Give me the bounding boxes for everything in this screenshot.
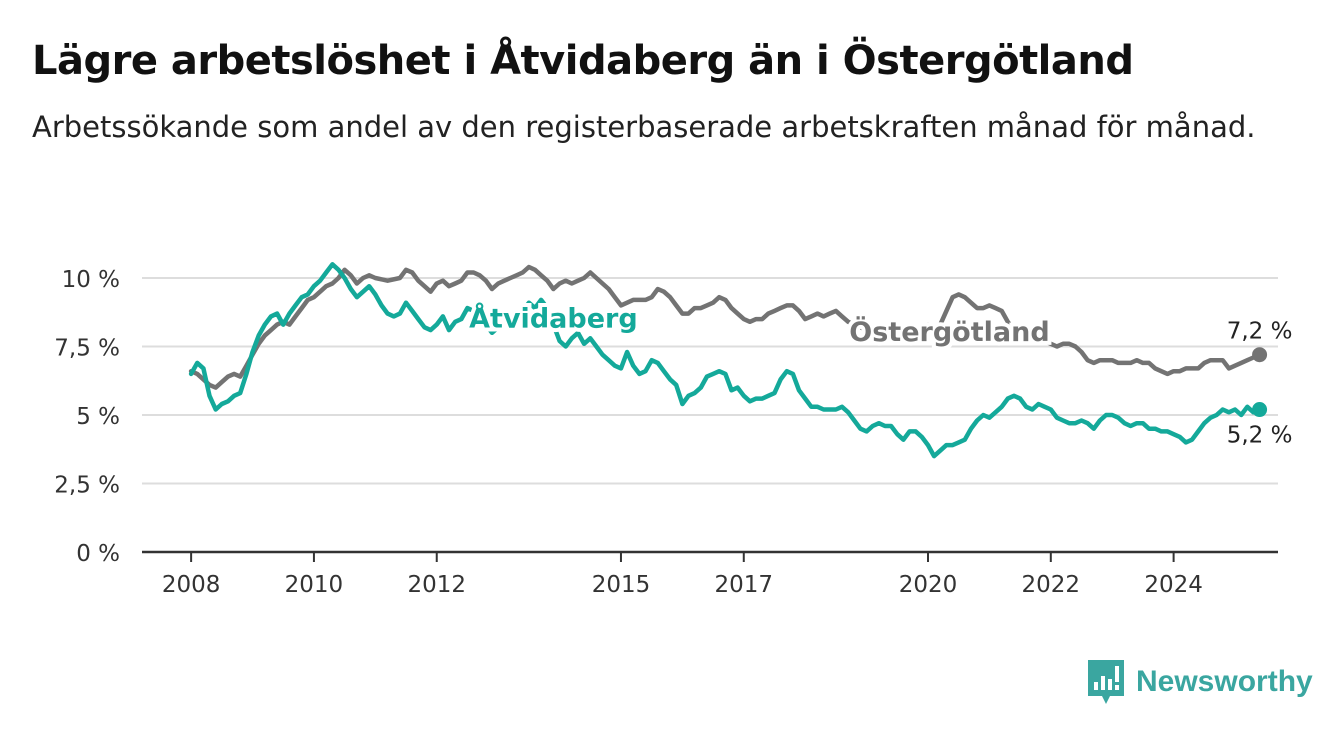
x-tick-label: 2008	[162, 572, 221, 598]
x-axis	[142, 550, 1278, 562]
y-axis-tick-labels: 0 % 2,5 % 5 % 7,5 % 10 %	[54, 267, 120, 567]
x-tick-label: 2012	[407, 572, 466, 598]
x-tick-label: 2015	[592, 572, 651, 598]
series-end-dot-atvidaberg	[1252, 402, 1268, 418]
x-tick-label: 2024	[1144, 572, 1203, 598]
chart-subtitle: Arbetssökande som andel av den registerb…	[32, 110, 1256, 144]
newsworthy-logo-icon	[1088, 660, 1124, 704]
series-label-atvidaberg: Åtvidaberg	[469, 302, 638, 334]
x-tick-label: 2017	[714, 572, 773, 598]
y-tick-label: 10 %	[62, 267, 120, 293]
x-tick-label: 2022	[1022, 572, 1081, 598]
series-line-atvidaberg	[188, 262, 1262, 459]
x-tick-label: 2010	[285, 572, 344, 598]
series-label-ostergotland: Östergötland	[849, 315, 1049, 348]
series-lines	[188, 262, 1268, 459]
series-end-dot-ostergotland	[1252, 347, 1268, 363]
series-labels: 7,2 % Östergötland 5,2 % Åtvidaberg	[465, 298, 1295, 451]
y-tick-label: 0 %	[76, 541, 120, 567]
x-axis-tick-labels: 2008 2010 2012 2015 2017 2020 2022 2024	[162, 572, 1203, 598]
y-tick-label: 5 %	[76, 404, 120, 430]
chart-title: Lägre arbetslöshet i Åtvidaberg än i Öst…	[32, 38, 1134, 84]
x-tick-label: 2020	[899, 572, 958, 598]
y-tick-label: 2,5 %	[54, 473, 120, 499]
series-line-ostergotland	[188, 264, 1262, 390]
gridlines	[142, 277, 1278, 485]
y-tick-label: 7,5 %	[54, 336, 120, 362]
series-end-value-ostergotland: 7,2 %	[1227, 319, 1293, 345]
brand-logo: Newsworthy	[1088, 660, 1313, 704]
series-end-value-atvidaberg: 5,2 %	[1227, 423, 1293, 449]
brand-name: Newsworthy	[1136, 665, 1313, 698]
